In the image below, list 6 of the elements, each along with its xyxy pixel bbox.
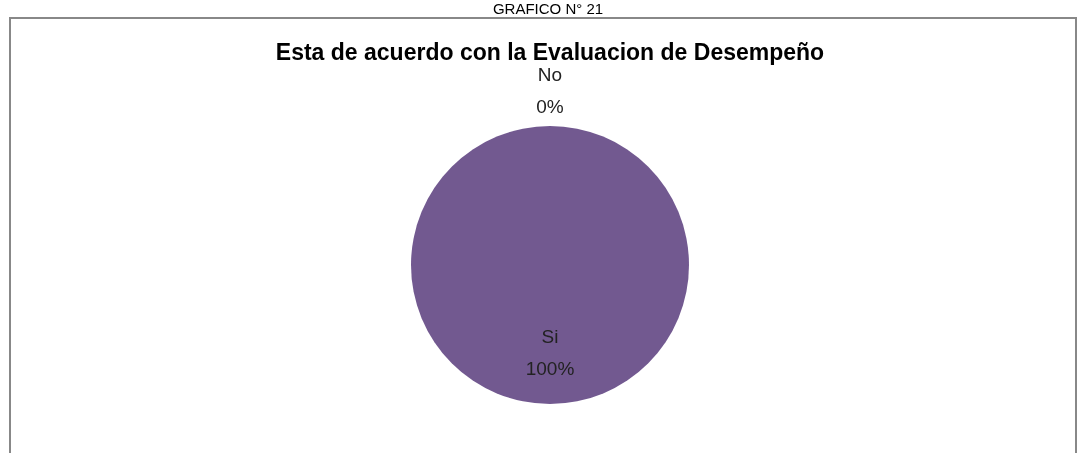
slice-label: Si — [541, 326, 559, 348]
category-label: No — [537, 64, 563, 85]
text: 0% — [536, 96, 564, 117]
text: GRAFICO N° 21 — [492, 0, 604, 17]
data-label: 100% — [525, 358, 575, 380]
chart-title: Esta de acuerdo con la Evaluacion de Desempeño — [275, 39, 825, 65]
